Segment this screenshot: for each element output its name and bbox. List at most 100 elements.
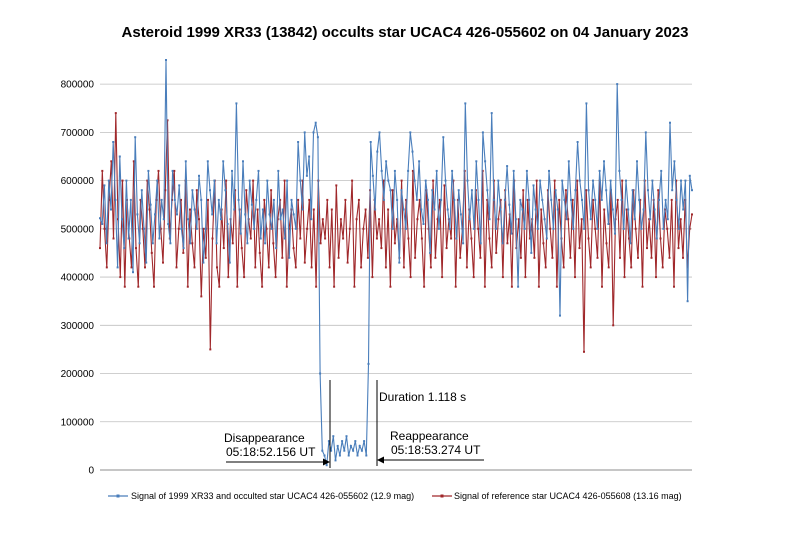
data-point: [479, 256, 482, 259]
legend: Signal of 1999 XR33 and occulted star UC…: [108, 491, 682, 501]
data-point: [354, 440, 357, 443]
data-point: [226, 223, 229, 225]
data-point: [631, 189, 634, 192]
data-point: [375, 237, 378, 240]
data-point: [609, 179, 612, 182]
data-point: [308, 198, 311, 201]
data-point: [175, 266, 178, 269]
data-point: [176, 213, 178, 216]
data-point: [371, 276, 374, 279]
data-point: [285, 285, 288, 288]
data-point: [616, 198, 619, 201]
data-point: [164, 189, 167, 192]
data-point: [434, 256, 437, 259]
data-point: [216, 266, 218, 269]
data-point: [666, 218, 669, 221]
data-point: [630, 266, 633, 269]
data-point: [259, 237, 262, 240]
data-point: [105, 242, 108, 245]
data-point: [415, 198, 418, 201]
data-point: [254, 266, 257, 269]
data-point: [391, 189, 394, 192]
data-point: [535, 179, 538, 182]
data-point: [231, 242, 234, 245]
data-point: [374, 208, 377, 211]
data-point: [642, 208, 645, 211]
data-point: [393, 242, 396, 245]
data-point: [328, 266, 331, 269]
data-point: [139, 198, 142, 201]
data-point: [668, 256, 671, 259]
data-point: [517, 285, 520, 288]
data-point: [384, 266, 387, 269]
data-point: [118, 155, 121, 158]
data-point: [365, 454, 368, 457]
data-point: [396, 198, 399, 201]
data-point: [462, 242, 465, 245]
data-point: [578, 247, 581, 250]
data-point: [638, 198, 641, 201]
data-point: [369, 141, 372, 143]
data-point: [236, 285, 239, 288]
data-point: [114, 112, 117, 115]
data-point: [592, 179, 594, 182]
data-point: [622, 227, 625, 230]
data-point: [121, 218, 123, 221]
data-point: [135, 247, 137, 250]
data-point: [598, 169, 601, 172]
data-point: [603, 208, 606, 211]
data-point: [315, 285, 318, 288]
data-point: [464, 102, 467, 105]
data-point: [495, 227, 498, 230]
data-point: [623, 276, 626, 279]
data-point: [545, 237, 548, 240]
data-point: [382, 198, 385, 201]
data-point: [316, 136, 319, 139]
data-point: [180, 227, 183, 230]
data-point: [534, 208, 537, 211]
data-point: [255, 198, 258, 201]
data-point: [134, 136, 137, 139]
data-point: [156, 179, 159, 182]
data-point: [459, 256, 462, 259]
data-point: [299, 237, 302, 240]
data-point: [662, 227, 665, 230]
data-point: [292, 247, 295, 250]
data-point: [367, 362, 370, 365]
data-point: [314, 121, 317, 124]
data-point: [237, 198, 240, 201]
data-point: [436, 218, 439, 221]
legend-label-reference: Signal of reference star UCAC4 426-05560…: [454, 491, 682, 501]
data-point: [224, 189, 227, 192]
data-point: [193, 208, 196, 211]
data-point: [171, 169, 174, 172]
data-point: [675, 198, 678, 201]
data-point: [288, 227, 291, 230]
data-point: [641, 285, 644, 288]
data-point: [398, 261, 401, 264]
data-point: [308, 155, 311, 158]
data-point: [636, 160, 638, 163]
data-point: [475, 160, 478, 163]
data-point: [189, 242, 192, 245]
data-point: [424, 179, 427, 182]
data-point: [297, 141, 300, 143]
data-point: [451, 169, 454, 172]
data-point: [525, 169, 528, 172]
data-point: [673, 285, 675, 288]
data-point: [528, 198, 531, 201]
data-point: [562, 266, 565, 269]
data-point: [594, 227, 597, 230]
data-point: [508, 203, 511, 206]
data-point: [618, 169, 621, 172]
y-tick-label: 300000: [61, 321, 95, 332]
data-point: [657, 189, 660, 192]
data-point: [144, 266, 146, 269]
data-point: [688, 174, 691, 177]
data-point: [666, 227, 669, 230]
data-point: [268, 213, 271, 216]
data-point: [572, 227, 575, 230]
legend-marker-reference: [440, 494, 444, 498]
data-point: [455, 237, 458, 240]
